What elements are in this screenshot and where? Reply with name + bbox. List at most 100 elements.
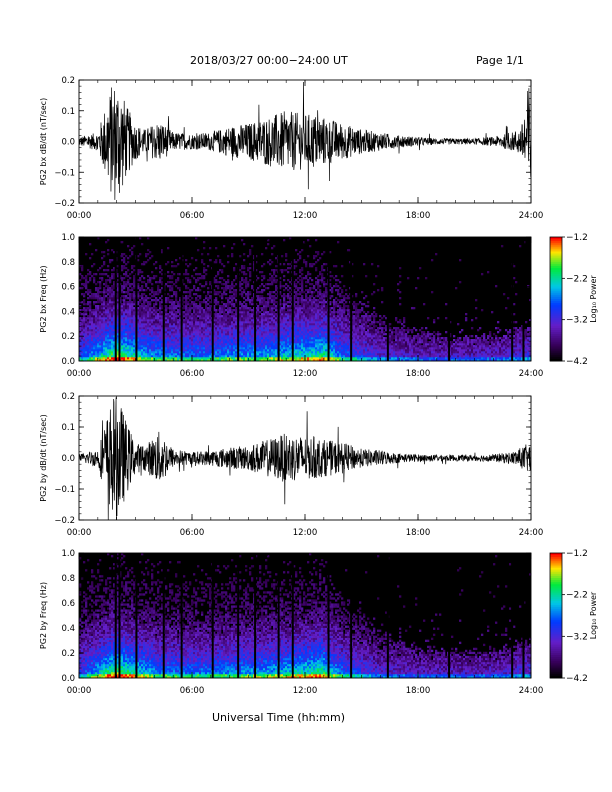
spectrogram-cell <box>81 355 84 358</box>
spectrogram-cell <box>213 349 216 352</box>
spectrogram-cell <box>261 331 264 334</box>
spectrogram-cell <box>147 351 150 354</box>
spectrogram-cell <box>197 305 200 308</box>
spectrogram-cell <box>293 281 296 284</box>
spectrogram-cell <box>267 317 270 320</box>
spectrogram-cell <box>329 355 332 358</box>
spectrogram-cell <box>83 283 86 286</box>
spectrogram-cell <box>279 323 282 326</box>
spectrogram-cell <box>187 347 190 350</box>
spectrogram-cell <box>97 289 100 292</box>
spectrogram-cell <box>127 351 130 354</box>
spectrogram-cell <box>169 345 172 348</box>
spectrogram-cell <box>333 343 336 346</box>
spectrogram-cell <box>107 291 110 294</box>
spectrogram-cell <box>233 285 236 288</box>
spectrogram-cell <box>199 273 202 276</box>
spectrogram-cell <box>169 287 172 290</box>
spectrogram-cell <box>189 355 192 358</box>
spectrogram-cell <box>325 315 328 318</box>
spectrogram-cell <box>231 359 234 362</box>
spectrogram-cell <box>147 297 150 300</box>
spectrogram-cell <box>219 269 222 272</box>
spectrogram-cell <box>283 327 286 330</box>
spectrogram-cell <box>261 309 264 312</box>
spectrogram-cell <box>107 351 110 354</box>
spectrogram-cell <box>299 275 302 278</box>
spectrogram-cell <box>247 339 250 342</box>
spectrogram-cell <box>213 317 216 320</box>
spectrogram-cell <box>267 283 270 286</box>
spectrogram-cell <box>229 309 232 312</box>
spectrogram-cell <box>149 279 152 282</box>
spectrogram-cell <box>127 329 130 332</box>
spectrogram-cell <box>243 325 246 328</box>
spectrogram-cell <box>233 357 236 360</box>
spectrogram-cell <box>249 323 252 326</box>
spectrogram-cell <box>169 315 172 318</box>
spectrogram-cell <box>161 273 164 276</box>
spectrogram-cell <box>83 353 86 356</box>
spectrogram-cell <box>103 303 106 306</box>
spectrogram-cell <box>121 307 124 310</box>
spectrogram-cell <box>209 329 212 332</box>
spectrogram-cell <box>191 297 194 300</box>
spectrogram-cell <box>109 297 112 300</box>
spectrogram-cell <box>207 351 210 354</box>
spectrogram-cell <box>231 353 234 356</box>
spectrogram-cell <box>177 335 180 338</box>
spectrogram-cell <box>309 337 312 340</box>
spectrogram-cell <box>275 301 278 304</box>
spectrogram-cell <box>263 323 266 326</box>
spectrogram-cell <box>111 259 114 262</box>
spectrogram-cell <box>293 317 296 320</box>
spectrogram-cell <box>155 303 158 306</box>
spectrogram-cell <box>197 353 200 356</box>
spectrogram-cell <box>121 285 124 288</box>
spectrogram-cell <box>91 335 94 338</box>
spectrogram-cell <box>203 247 206 250</box>
spectrogram-cell <box>81 357 84 360</box>
spectrogram-cell <box>207 315 210 318</box>
spectrogram-cell <box>185 353 188 356</box>
spectrogram-cell <box>265 333 268 336</box>
spectrogram-cell <box>105 357 108 360</box>
spectrogram-cell <box>325 319 328 322</box>
spectrogram-cell <box>227 299 230 302</box>
spectrogram-cell <box>267 323 270 326</box>
spectrogram-cell <box>199 345 202 348</box>
spectrogram-cell <box>173 301 176 304</box>
spectrogram-cell <box>129 355 132 358</box>
spectrogram-cell <box>323 355 326 358</box>
spectrogram-cell <box>171 271 174 274</box>
spectrogram-cell <box>99 295 102 298</box>
spectrogram-cell <box>147 309 150 312</box>
spectrogram-cell <box>255 269 258 272</box>
spectrogram-cell <box>179 349 182 352</box>
spectrogram-cell <box>287 267 290 270</box>
spectrogram-cell <box>325 289 328 292</box>
spectrogram-cell <box>305 321 308 324</box>
spectrogram-cell <box>151 277 154 280</box>
spectrogram-cell <box>219 333 222 336</box>
spectrogram-cell <box>303 309 306 312</box>
spectrogram-cell <box>229 325 232 328</box>
spectrogram-cell <box>145 317 148 320</box>
spectrogram-cell <box>257 277 260 280</box>
spectrogram-cell <box>241 351 244 354</box>
spectrogram-cell <box>233 321 236 324</box>
spectrogram-cell <box>85 335 88 338</box>
spectrogram-cell <box>133 245 136 248</box>
spectrogram-cell <box>249 307 252 310</box>
spectrogram-cell <box>329 357 332 360</box>
spectrogram-cell <box>299 345 302 348</box>
spectrogram-cell <box>97 313 100 316</box>
spectrogram-cell <box>85 351 88 354</box>
spectrogram-cell <box>289 291 292 294</box>
spectrogram-cell <box>175 265 178 268</box>
spectrogram-cell <box>143 311 146 314</box>
spectrogram-cell <box>97 317 100 320</box>
spectrogram-cell <box>147 323 150 326</box>
spectrogram-cell <box>313 353 316 356</box>
spectrogram-cell <box>99 309 102 312</box>
